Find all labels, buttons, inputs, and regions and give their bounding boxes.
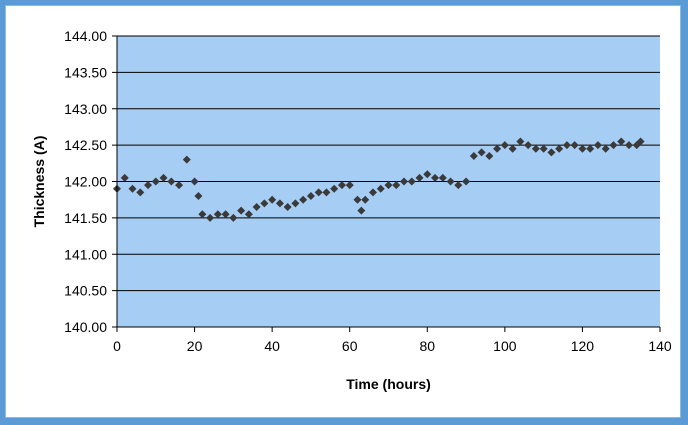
y-tick-label: 140.00 <box>64 319 107 335</box>
x-tick-label: 100 <box>493 338 517 354</box>
y-tick-label: 143.50 <box>64 64 107 80</box>
data-point <box>562 141 571 150</box>
data-point <box>190 177 199 186</box>
data-point <box>500 141 509 150</box>
data-point <box>229 213 238 222</box>
x-tick-label: 60 <box>342 338 358 354</box>
data-point <box>361 195 370 204</box>
data-point <box>477 148 486 157</box>
y-tick-labels: 140.00 140.50 141.00 141.50 142.00 142.50 143.… <box>64 28 107 335</box>
data-point <box>493 144 502 153</box>
x-tick-label: 20 <box>187 338 203 354</box>
data-point <box>159 173 168 182</box>
data-point <box>306 192 315 201</box>
data-point <box>167 177 176 186</box>
data-point <box>353 195 362 204</box>
data-point <box>175 181 184 190</box>
data-point <box>330 184 339 193</box>
data-point <box>283 202 292 211</box>
data-point <box>617 137 626 146</box>
data-point <box>539 144 548 153</box>
data-point <box>469 152 478 161</box>
data-point <box>407 177 416 186</box>
y-tick-label: 143.00 <box>64 101 107 117</box>
data-point <box>431 173 440 182</box>
data-point <box>609 141 618 150</box>
axes <box>112 35 661 332</box>
data-point <box>531 144 540 153</box>
data-point <box>578 144 587 153</box>
x-tick-label: 140 <box>648 338 672 354</box>
y-axis-title: Thickness (A) <box>31 136 47 228</box>
data-point <box>345 181 354 190</box>
data-point <box>485 152 494 161</box>
data-point <box>120 173 129 182</box>
data-point <box>624 141 633 150</box>
data-point <box>368 188 377 197</box>
data-point <box>400 177 409 186</box>
data-point <box>151 177 160 186</box>
data-point <box>291 199 300 208</box>
data-point <box>299 195 308 204</box>
data-point <box>415 173 424 182</box>
data-point <box>194 192 203 201</box>
data-point <box>392 181 401 190</box>
data-point <box>462 177 471 186</box>
data-point <box>376 184 385 193</box>
y-tick-label: 144.00 <box>64 28 107 44</box>
data-points <box>113 137 645 222</box>
data-point <box>322 188 331 197</box>
data-point <box>206 213 215 222</box>
data-point <box>446 177 455 186</box>
data-point <box>454 181 463 190</box>
data-point <box>237 206 246 215</box>
data-point <box>524 141 533 150</box>
data-point <box>244 210 253 219</box>
data-point <box>586 144 595 153</box>
data-point <box>128 184 137 193</box>
data-point <box>260 199 269 208</box>
data-point <box>601 144 610 153</box>
x-tick-labels: 0 20 40 60 80 100 120 140 <box>113 338 672 354</box>
y-tick-label: 140.50 <box>64 283 107 299</box>
data-point <box>423 170 432 179</box>
y-tick-label: 141.00 <box>64 246 107 262</box>
data-point <box>198 210 207 219</box>
data-point <box>144 181 153 190</box>
data-point <box>136 188 145 197</box>
y-tick-label: 142.50 <box>64 137 107 153</box>
x-tick-label: 120 <box>571 338 595 354</box>
data-point <box>593 141 602 150</box>
y-tick-label: 141.50 <box>64 210 107 226</box>
data-point <box>357 206 366 215</box>
data-point <box>268 195 277 204</box>
data-point <box>516 137 525 146</box>
data-point <box>384 181 393 190</box>
data-point <box>182 155 191 164</box>
data-point <box>570 141 579 150</box>
data-point <box>508 144 517 153</box>
x-axis-title: Time (hours) <box>346 376 431 392</box>
data-point <box>314 188 323 197</box>
data-point <box>636 137 645 146</box>
data-point <box>547 148 556 157</box>
data-point <box>213 210 222 219</box>
data-point <box>438 173 447 182</box>
data-point <box>252 202 261 211</box>
x-tick-label: 0 <box>113 338 121 354</box>
x-tick-label: 80 <box>419 338 435 354</box>
data-point <box>337 181 346 190</box>
data-point <box>555 144 564 153</box>
data-point <box>221 210 230 219</box>
y-tick-label: 142.00 <box>64 174 107 190</box>
x-tick-label: 40 <box>264 338 280 354</box>
data-point <box>275 199 284 208</box>
